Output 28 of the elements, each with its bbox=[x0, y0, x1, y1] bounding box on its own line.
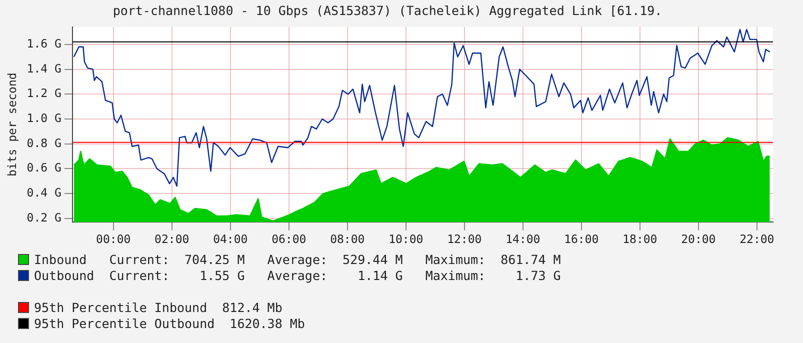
y-tick-label: 0.4 G bbox=[26, 186, 62, 200]
legend-label: 95th Percentile Inbound 812.4 Mb bbox=[34, 300, 282, 315]
x-tick-label: 20:00 bbox=[681, 232, 716, 246]
legend-label: 95th Percentile Outbound 1620.38 Mb bbox=[34, 316, 305, 331]
y-tick-label: 0.6 G bbox=[26, 160, 62, 175]
x-tick-label: 04:00 bbox=[213, 232, 248, 246]
x-tick-label: 02:00 bbox=[154, 232, 190, 246]
y-tick-label: 0.2 G bbox=[26, 210, 62, 224]
text: Current: 1.55 G Average: 1.14 G Maximum: 1.73 G bbox=[109, 268, 561, 283]
x-tick-label: 18:00 bbox=[622, 232, 658, 246]
x-tick-label: 22:00 bbox=[740, 232, 774, 246]
legend-label: Inbound bbox=[34, 252, 88, 267]
x-tick-label: 08:00 bbox=[330, 232, 365, 246]
legend-label: Outbound bbox=[34, 268, 96, 283]
y-tick-label: 1.0 G bbox=[26, 110, 62, 125]
x-tick-label: 12:00 bbox=[447, 232, 482, 246]
x-tick-label: 14:00 bbox=[506, 232, 540, 246]
chart-title: port-channel1080 - 10 Gbps (AS153837) (Tacheleik) Aggregated Link [61.19. bbox=[112, 2, 662, 18]
y-tick-label: 1.4 G bbox=[26, 61, 62, 76]
x-tick-label: 16:00 bbox=[564, 232, 599, 246]
x-tick-label: 06:00 bbox=[272, 232, 306, 246]
y-axis-title: bits per second bbox=[4, 72, 19, 177]
y-tick-label: 0.8 G bbox=[26, 136, 62, 150]
text: Current: 704.25 M Average: 529.44 M Maximum: 861.74 M bbox=[109, 252, 561, 267]
x-tick-label: 00:00 bbox=[96, 232, 131, 246]
y-tick-label: 1.2 G bbox=[26, 86, 62, 100]
x-tick-label: 10:00 bbox=[388, 232, 424, 246]
y-tick-label: 1.6 G bbox=[26, 36, 62, 50]
